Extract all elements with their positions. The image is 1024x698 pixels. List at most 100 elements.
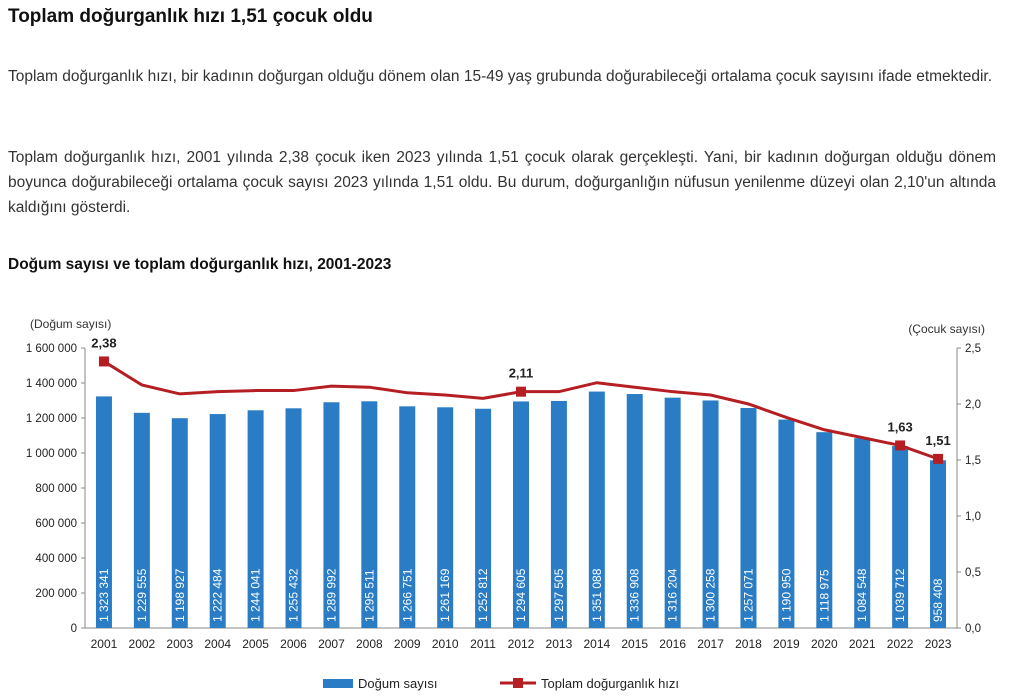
bar-label-2016: 1 316 204	[666, 568, 680, 622]
tfr-marker-2022	[895, 440, 906, 451]
right-tick-label: 2,0	[965, 399, 981, 411]
bar-label-2012: 1 294 605	[514, 568, 528, 622]
bar-2011	[475, 408, 492, 628]
bar-2010	[437, 407, 454, 628]
legend-line-marker	[513, 678, 523, 688]
x-tick-label: 2008	[356, 637, 383, 651]
left-tick-label: 0	[71, 623, 77, 635]
bar-2012	[513, 401, 529, 628]
right-axis-label: (Çocuk sayısı)	[908, 322, 985, 336]
tfr-marker-2001	[98, 356, 109, 367]
x-tick-label: 2019	[773, 637, 800, 651]
legend-bar-swatch	[323, 679, 353, 688]
legend-line-label: Toplam doğurganlık hızı	[541, 676, 679, 691]
bar-2001	[95, 396, 112, 628]
bar-label-2009: 1 266 751	[400, 568, 414, 622]
bar-label-2002: 1 229 555	[135, 568, 149, 622]
x-tick-label: 2001	[91, 637, 118, 651]
bar-2017	[702, 400, 719, 628]
right-tick-label: 0,0	[965, 623, 981, 635]
bar-label-2019: 1 190 950	[779, 568, 793, 622]
bar-2023	[930, 460, 947, 628]
bar-2007	[323, 402, 340, 628]
bar-2003	[171, 418, 188, 628]
x-tick-label: 2009	[394, 637, 421, 651]
bar-label-2008: 1 295 511	[362, 569, 376, 622]
bar-label-2005: 1 244 041	[249, 568, 263, 622]
x-tick-label: 2012	[508, 637, 535, 651]
bar-label-2001: 1 323 341	[97, 568, 111, 622]
bar-label-2023: 958 408	[931, 578, 945, 622]
detail-paragraph: Toplam doğurganlık hızı, 2001 yılında 2,…	[8, 149, 996, 216]
bar-2019	[778, 419, 795, 628]
right-tick-label: 0,5	[965, 567, 981, 579]
bar-2015	[626, 394, 643, 628]
left-tick-label: 800 000	[35, 483, 77, 495]
left-tick-label: 400 000	[35, 553, 77, 565]
tfr-label-2023: 1,51	[925, 433, 950, 448]
x-tick-label: 2004	[204, 637, 231, 651]
bar-label-2021: 1 084 548	[855, 568, 869, 622]
intro-paragraph: Toplam doğurganlık hızı, bir kadının doğ…	[8, 68, 993, 85]
bar-label-2007: 1 289 992	[324, 568, 338, 622]
page-title: Toplam doğurganlık hızı 1,51 çocuk oldu	[8, 6, 373, 27]
tfr-label-2001: 2,38	[91, 335, 116, 350]
left-tick-label: 1 400 000	[26, 378, 77, 390]
tfr-marker-2012	[516, 386, 526, 397]
bar-2002	[133, 412, 150, 628]
bar-label-2011: 1 252 812	[476, 568, 490, 622]
left-tick-label: 1 200 000	[26, 413, 77, 425]
left-axis-label: (Doğum sayısı)	[30, 317, 111, 331]
tfr-marker-2023	[933, 453, 944, 464]
right-tick-label: 1,0	[965, 511, 981, 523]
bar-label-2014: 1 351 088	[590, 568, 604, 622]
x-tick-label: 2023	[925, 637, 952, 651]
x-tick-label: 2017	[697, 637, 724, 651]
x-tick-label: 2011	[470, 637, 496, 651]
bar-2006	[285, 408, 302, 628]
bar-2020	[816, 432, 833, 628]
x-tick-label: 2016	[659, 637, 686, 651]
bar-2008	[361, 401, 378, 628]
x-tick-label: 2010	[432, 637, 459, 651]
x-tick-label: 2020	[811, 637, 838, 651]
x-tick-label: 2014	[583, 637, 610, 651]
bar-label-2010: 1 261 169	[438, 568, 452, 622]
left-tick-label: 600 000	[35, 518, 77, 530]
legend-bar-label: Doğum sayısı	[358, 676, 437, 691]
chart-title: Doğum sayısı ve toplam doğurganlık hızı,…	[8, 256, 392, 273]
right-tick-label: 2,5	[965, 343, 981, 355]
x-tick-label: 2015	[621, 637, 648, 651]
tfr-label-2022: 1,63	[887, 419, 912, 434]
bar-label-2003: 1 198 927	[173, 568, 187, 622]
left-tick-label: 200 000	[35, 588, 77, 600]
bar-label-2018: 1 257 071	[741, 568, 755, 622]
bar-2005	[247, 410, 264, 628]
bar-2018	[740, 408, 757, 628]
x-tick-label: 2022	[887, 637, 914, 651]
right-tick-label: 1,5	[965, 455, 981, 467]
bar-2004	[209, 414, 226, 628]
left-tick-label: 1 000 000	[26, 448, 77, 460]
x-tick-label: 2018	[735, 637, 762, 651]
x-tick-label: 2006	[280, 637, 307, 651]
x-tick-label: 2003	[166, 637, 193, 651]
tfr-label-2012: 2,11	[509, 366, 534, 381]
bar-label-2013: 1 297 505	[552, 568, 566, 622]
bar-label-2004: 1 222 484	[211, 568, 225, 622]
bar-2016	[664, 397, 681, 628]
left-tick-label: 1 600 000	[26, 343, 77, 355]
chart: (Doğum sayısı) (Çocuk sayısı) 0 200 000 400 …	[26, 317, 985, 691]
x-tick-label: 2007	[318, 637, 345, 651]
x-tick-label: 2013	[546, 637, 573, 651]
bar-2021	[854, 438, 871, 628]
x-tick-label: 2002	[129, 637, 156, 651]
bar-2022	[892, 446, 909, 628]
x-tick-label: 2005	[242, 637, 269, 651]
bar-2009	[399, 406, 416, 628]
bar-label-2020: 1 118 975	[817, 569, 831, 622]
bar-2014	[588, 391, 605, 628]
bar-label-2006: 1 255 432	[287, 568, 301, 622]
bar-label-2017: 1 300 258	[704, 568, 718, 622]
bar-label-2015: 1 336 908	[628, 568, 642, 622]
